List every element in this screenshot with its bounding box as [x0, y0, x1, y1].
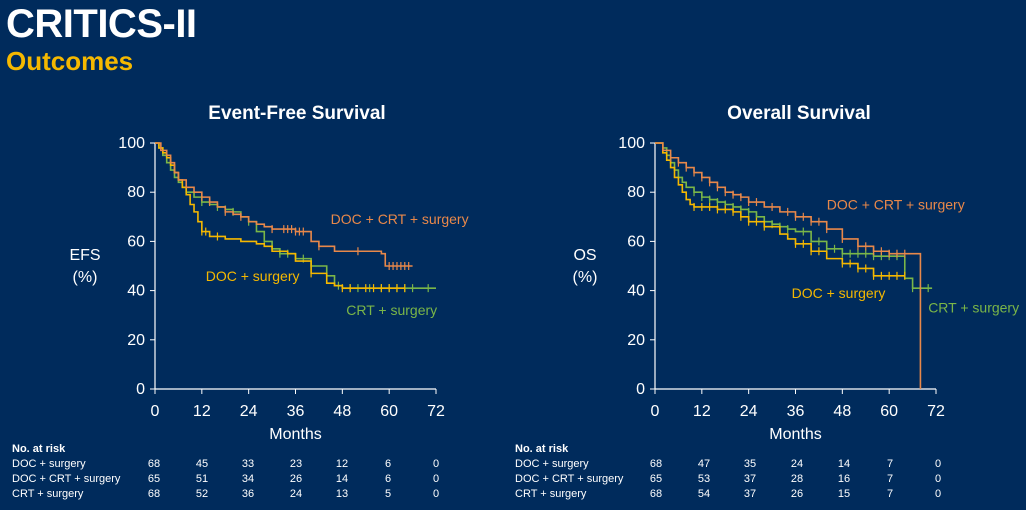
chart2-risk-value: 47 — [698, 458, 710, 470]
chart1-risk-value: 0 — [433, 488, 439, 500]
chart2-risk-value: 24 — [791, 458, 803, 470]
chart2-risk-value: 7 — [887, 488, 893, 500]
chart1-series-line — [155, 142, 413, 267]
chart1-risk-value: 6 — [385, 473, 391, 485]
chart1-risk-value: 51 — [196, 473, 208, 485]
chart1-risk-row-label: DOC + CRT + surgery — [12, 473, 121, 485]
chart1-risk-value: 68 — [148, 458, 160, 470]
chart1-risk-value: 24 — [290, 488, 302, 500]
chart1-risk-value: 33 — [242, 458, 254, 470]
chart2-risk-value: 54 — [698, 488, 710, 500]
chart1-series-label: CRT + surgery — [346, 302, 437, 318]
chart2-risk-value: 0 — [935, 473, 941, 485]
chart2-x-tick-label: 48 — [833, 403, 851, 420]
chart1-risk-value: 45 — [196, 458, 208, 470]
chart2-y-tick-label: 40 — [627, 283, 645, 300]
chart1-risk-value: 34 — [242, 473, 254, 485]
chart1-y-tick-label: 40 — [127, 283, 145, 300]
chart2-series-label: DOC + CRT + surgery — [827, 196, 965, 212]
chart2-x-tick-label: 60 — [880, 403, 898, 420]
chart1-series-label: DOC + CRT + surgery — [331, 211, 469, 227]
chart1-risk-value: 6 — [385, 458, 391, 470]
chart1-ylabel-line: EFS — [69, 247, 100, 264]
chart2-risk-row-label: CRT + surgery — [515, 488, 587, 500]
chart2-title: Overall Survival — [727, 103, 871, 124]
chart2-x-tick-label: 72 — [927, 403, 945, 420]
chart2-series-line — [655, 142, 922, 389]
chart2-risk-row-label: DOC + CRT + surgery — [515, 473, 624, 485]
chart1-risk-row-label: DOC + surgery — [12, 458, 86, 470]
chart1-risk-value: 65 — [148, 473, 160, 485]
chart2-series-label: CRT + surgery — [928, 300, 1019, 316]
chart1-x-tick-label: 60 — [380, 403, 398, 420]
chart1-risk-value: 0 — [433, 473, 439, 485]
chart1-y-tick-label: 60 — [127, 233, 145, 250]
chart1-x-tick-label: 12 — [193, 403, 211, 420]
chart2-x-tick-label: 0 — [651, 403, 660, 420]
chart1-ylabel-line: (%) — [73, 269, 98, 286]
chart2-risk-value: 7 — [887, 458, 893, 470]
chart1-series-label: DOC + surgery — [206, 268, 300, 284]
chart2-risk-value: 65 — [650, 473, 662, 485]
chart2-risk-value: 15 — [838, 488, 850, 500]
chart2-series-line — [655, 142, 933, 289]
slide-title: CRITICS-II — [6, 2, 197, 46]
chart1-y-tick-label: 80 — [127, 184, 145, 201]
chart1-x-tick-label: 0 — [151, 403, 160, 420]
chart1-x-tick-label: 24 — [240, 403, 258, 420]
chart2-risk-value: 35 — [744, 458, 756, 470]
chart2-series-label: DOC + surgery — [792, 285, 886, 301]
chart2-risk-value: 7 — [887, 473, 893, 485]
chart2-risk-value: 37 — [744, 488, 756, 500]
chart1-xlabel: Months — [269, 426, 321, 443]
chart1-x-tick-label: 48 — [333, 403, 351, 420]
chart2-risk-value: 16 — [838, 473, 850, 485]
chart1-series-line — [155, 142, 405, 289]
chart1-risk-value: 26 — [290, 473, 302, 485]
chart1-risk-value: 14 — [336, 473, 348, 485]
chart2-y-tick-label: 0 — [636, 381, 645, 398]
chart2-risk-value: 14 — [838, 458, 850, 470]
chart2-x-tick-label: 36 — [787, 403, 805, 420]
chart2-y-tick-label: 80 — [627, 184, 645, 201]
chart2-risk-value: 53 — [698, 473, 710, 485]
chart2-risk-value: 0 — [935, 458, 941, 470]
chart2-x-tick-label: 24 — [740, 403, 758, 420]
chart2-y-tick-label: 60 — [627, 233, 645, 250]
chart1-risk-value: 23 — [290, 458, 302, 470]
chart2-risk-row-label: DOC + surgery — [515, 458, 589, 470]
chart1-risk-header: No. at risk — [12, 443, 66, 455]
chart2-ylabel-line: OS — [573, 247, 596, 264]
chart1-risk-value: 0 — [433, 458, 439, 470]
chart2-risk-value: 26 — [791, 488, 803, 500]
chart1-y-tick-label: 0 — [136, 381, 145, 398]
chart2-xlabel: Months — [769, 426, 821, 443]
chart2-risk-header: No. at risk — [515, 443, 569, 455]
chart1-risk-value: 52 — [196, 488, 208, 500]
chart1-x-tick-label: 36 — [287, 403, 305, 420]
chart1-risk-value: 12 — [336, 458, 348, 470]
chart1-x-tick-label: 72 — [427, 403, 445, 420]
chart2-y-tick-label: 100 — [618, 135, 645, 152]
chart1-y-tick-label: 100 — [118, 135, 145, 152]
chart2-risk-value: 0 — [935, 488, 941, 500]
chart2-risk-value: 68 — [650, 458, 662, 470]
chart2-ylabel-line: (%) — [573, 269, 598, 286]
chart1-title: Event-Free Survival — [208, 103, 385, 124]
chart2-risk-value: 28 — [791, 473, 803, 485]
chart1-risk-row-label: CRT + surgery — [12, 488, 84, 500]
chart1-risk-value: 5 — [385, 488, 391, 500]
chart1-risk-value: 13 — [336, 488, 348, 500]
chart2-x-tick-label: 12 — [693, 403, 711, 420]
chart1-risk-value: 36 — [242, 488, 254, 500]
chart1-risk-value: 68 — [148, 488, 160, 500]
slide-subtitle: Outcomes — [6, 46, 134, 76]
chart2-risk-value: 68 — [650, 488, 662, 500]
chart2-y-tick-label: 20 — [627, 332, 645, 349]
chart1-y-tick-label: 20 — [127, 332, 145, 349]
chart2-risk-value: 37 — [744, 473, 756, 485]
